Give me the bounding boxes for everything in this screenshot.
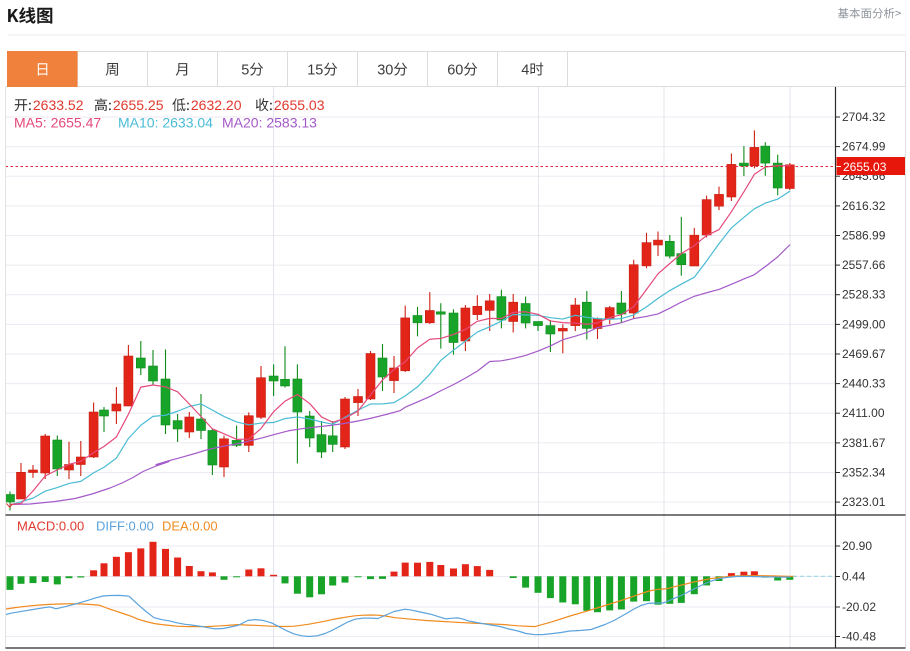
svg-text:2586.99: 2586.99 — [842, 229, 886, 243]
svg-text:2440.33: 2440.33 — [842, 377, 886, 391]
svg-text:2411.00: 2411.00 — [842, 406, 885, 420]
svg-text:DEA:0.00: DEA:0.00 — [162, 519, 218, 534]
svg-text:15: 15 — [307, 63, 323, 79]
svg-text:MACD:0.00: MACD:0.00 — [17, 519, 84, 534]
svg-text:2632.20: 2632.20 — [191, 97, 242, 113]
svg-text:2655.25: 2655.25 — [113, 97, 164, 113]
svg-text:20.90: 20.90 — [842, 539, 872, 553]
svg-text:4: 4 — [521, 63, 529, 79]
svg-text:DIFF:0.00: DIFF:0.00 — [96, 519, 154, 534]
svg-text:MA10: 2633.04: MA10: 2633.04 — [118, 115, 213, 131]
svg-text:-40.48: -40.48 — [842, 630, 876, 644]
svg-text:2655.03: 2655.03 — [274, 97, 325, 113]
svg-text:30: 30 — [377, 63, 393, 79]
svg-text:2469.67: 2469.67 — [842, 347, 886, 361]
svg-text:2655.03: 2655.03 — [843, 160, 887, 174]
svg-text:MA5: 2655.47: MA5: 2655.47 — [14, 115, 101, 131]
svg-text:2557.66: 2557.66 — [842, 258, 886, 272]
svg-text:MA20: 2583.13: MA20: 2583.13 — [222, 115, 317, 131]
svg-text:-20.02: -20.02 — [842, 600, 876, 614]
svg-text:2352.34: 2352.34 — [842, 466, 886, 480]
svg-text:2381.67: 2381.67 — [842, 436, 886, 450]
svg-text:0.44: 0.44 — [842, 570, 866, 584]
svg-text:2499.00: 2499.00 — [842, 317, 886, 331]
svg-text:60: 60 — [447, 63, 463, 79]
svg-text:2616.32: 2616.32 — [842, 199, 886, 213]
svg-text:2633.52: 2633.52 — [33, 97, 84, 113]
svg-text:2528.33: 2528.33 — [842, 288, 886, 302]
svg-text:2323.01: 2323.01 — [842, 495, 886, 509]
svg-text:2704.32: 2704.32 — [842, 110, 886, 124]
svg-text:5: 5 — [241, 63, 249, 79]
svg-text:2674.99: 2674.99 — [842, 140, 886, 154]
